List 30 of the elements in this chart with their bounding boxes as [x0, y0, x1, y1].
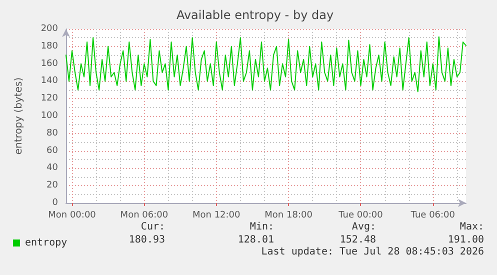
- y-tick-label: 80: [46, 128, 58, 138]
- legend-label: entropy: [25, 238, 68, 248]
- y-tick-label: 100: [40, 111, 58, 121]
- x-tick-label: Mon 00:00: [48, 210, 96, 220]
- x-tick-label: Mon 12:00: [192, 210, 241, 220]
- text: 128.01: [238, 234, 274, 246]
- y-tick-label: 180: [40, 41, 58, 52]
- text: 191.00: [448, 234, 484, 246]
- x-tick-label: Tue 00:00: [338, 210, 384, 220]
- x-tick-label: Tue 06:00: [410, 210, 456, 220]
- line-series: [66, 36, 466, 92]
- chart-title: Available entropy - by day: [176, 8, 334, 22]
- text: 152.48: [340, 234, 376, 246]
- y-tick-label: 20: [46, 180, 58, 191]
- y-tick-label: 60: [46, 146, 58, 156]
- y-tick-label: 120: [40, 94, 58, 104]
- y-tick-label: 40: [46, 163, 58, 174]
- y-axis-title: entropy (bytes): [14, 77, 24, 155]
- x-tick-label: Mon 18:00: [264, 210, 313, 220]
- y-tick-label: 160: [40, 58, 58, 69]
- text: Max:: [460, 222, 484, 232]
- text: Min:: [250, 222, 274, 232]
- y-tick-label: 0: [52, 198, 58, 208]
- text: Cur:: [140, 222, 166, 232]
- text: Last update: Tue Jul 28 08:45:03 2026: [261, 246, 484, 258]
- y-tick-label: 140: [40, 76, 58, 86]
- x-tick-label: Mon 06:00: [120, 210, 168, 220]
- text: Avg:: [352, 222, 376, 232]
- text: 180.93: [128, 234, 165, 246]
- y-tick-label: 200: [40, 24, 58, 34]
